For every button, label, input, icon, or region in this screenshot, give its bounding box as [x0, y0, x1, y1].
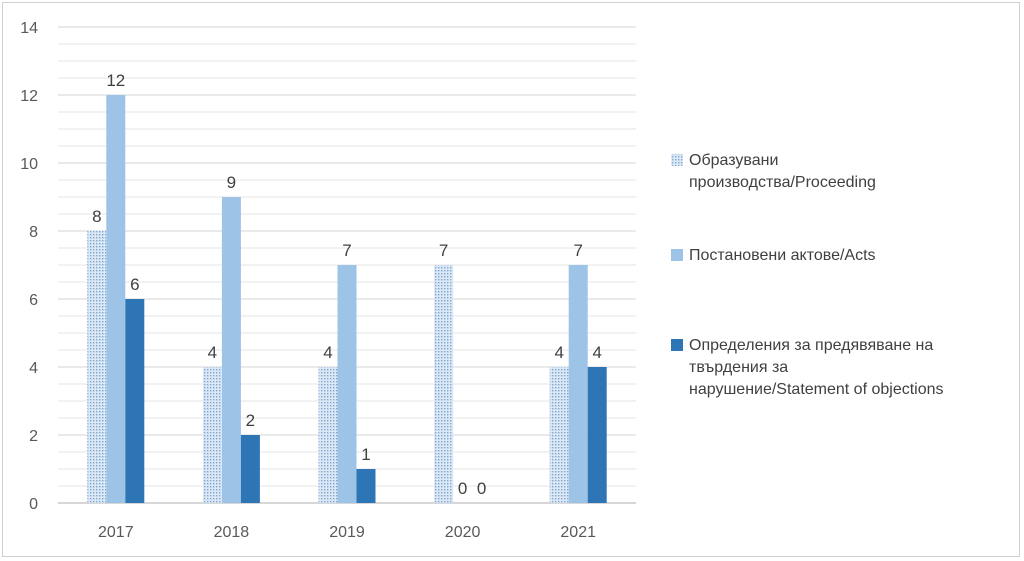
- y-tick-label: 4: [29, 360, 38, 377]
- data-label: 4: [554, 343, 563, 362]
- x-tick-label: 2021: [560, 524, 596, 541]
- data-label: 4: [592, 343, 601, 362]
- legend-label: производства/Proceeding: [689, 174, 876, 191]
- legend-label: Определения за предявяване на: [689, 337, 933, 354]
- bar-2021-series-1: [549, 367, 569, 503]
- data-label: 9: [227, 173, 236, 192]
- bar-2017-series-3: [125, 299, 145, 503]
- data-label: 1: [361, 445, 370, 464]
- y-tick-label: 14: [20, 20, 38, 37]
- legend-swatch: [671, 154, 683, 166]
- bar-2021-series-2: [568, 265, 588, 503]
- data-label: 7: [342, 241, 351, 260]
- bar-2020-series-1: [434, 265, 454, 503]
- data-label: 4: [208, 343, 217, 362]
- bar-2018-series-2: [221, 197, 241, 503]
- y-tick-label: 2: [29, 428, 38, 445]
- x-tick-label: 2020: [445, 524, 481, 541]
- y-tick-label: 12: [20, 88, 38, 105]
- bar-2019-series-3: [356, 469, 376, 503]
- x-tick-label: 2017: [98, 524, 134, 541]
- bars: [87, 95, 607, 503]
- data-label: 0: [458, 479, 467, 498]
- data-label: 2: [246, 411, 255, 430]
- bar-2019-series-1: [318, 367, 338, 503]
- legend-label: твърдения за: [689, 359, 788, 376]
- y-axis-ticks: 0 2 4 6 8 10 12 14: [20, 20, 38, 513]
- bar-2017-series-2: [106, 95, 126, 503]
- data-labels: 8 12 6 4 9 2 4 7 1 7 0 0 4 7 4: [92, 71, 602, 498]
- legend-swatch: [671, 249, 683, 261]
- bar-2018-series-3: [240, 435, 260, 503]
- y-tick-label: 8: [29, 224, 38, 241]
- data-label: 12: [106, 71, 125, 90]
- y-tick-label: 0: [29, 496, 38, 513]
- legend: Образувани производства/Proceeding Постано…: [671, 152, 944, 398]
- legend-label: Образувани: [689, 152, 778, 169]
- bar-2021-series-3: [587, 367, 607, 503]
- x-axis-ticks: 2017 2018 2019 2020 2021: [98, 524, 596, 541]
- bar-2019-series-2: [337, 265, 357, 503]
- legend-label: нарушение/Statement of objections: [689, 381, 944, 398]
- data-label: 4: [323, 343, 332, 362]
- x-tick-label: 2019: [329, 524, 365, 541]
- data-label: 6: [130, 275, 139, 294]
- bar-2017-series-1: [87, 231, 107, 503]
- data-label: 7: [439, 241, 448, 260]
- data-label: 8: [92, 207, 101, 226]
- bar-2018-series-1: [202, 367, 222, 503]
- legend-label: Постановени актове/Acts: [689, 247, 876, 264]
- y-tick-label: 6: [29, 292, 38, 309]
- data-label: 0: [477, 479, 486, 498]
- legend-swatch: [671, 339, 683, 351]
- data-label: 7: [573, 241, 582, 260]
- x-tick-label: 2018: [214, 524, 250, 541]
- y-tick-label: 10: [20, 156, 38, 173]
